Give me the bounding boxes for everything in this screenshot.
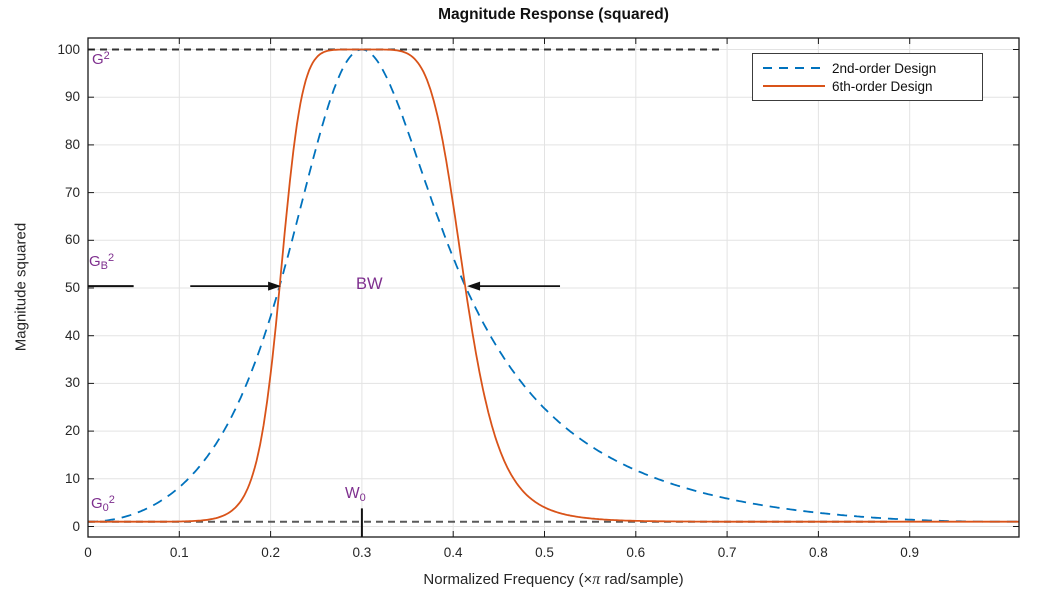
annotation-peak-gain-label: G2 <box>92 50 110 68</box>
x-tick-label: 0.6 <box>626 545 646 560</box>
x-tick-label: 0.9 <box>900 545 920 560</box>
curve-2nd-order-design <box>88 48 1019 523</box>
y-tick-label: 50 <box>64 280 80 295</box>
legend-entry-2nd-order: 2nd-order Design <box>763 59 974 77</box>
legend-line-sample-dashed <box>763 67 825 69</box>
x-tick-label: 0.4 <box>443 545 463 560</box>
y-tick-label: 80 <box>64 136 80 152</box>
legend: 2nd-order Design 6th-order Design <box>752 53 983 101</box>
curve-6th-order-design <box>88 48 1019 523</box>
y-tick-label: 70 <box>64 184 80 200</box>
x-tick-label: 0.3 <box>352 545 372 560</box>
y-tick-label: 100 <box>57 41 80 57</box>
y-axis-label: Magnitude squared <box>12 222 30 352</box>
y-tick-label: 90 <box>64 89 80 105</box>
y-tick-label: 20 <box>64 423 80 439</box>
x-axis-label-units: rad/sample) <box>600 571 684 588</box>
x-tick-label: 0.7 <box>717 545 737 560</box>
y-tick-label: 30 <box>64 375 80 391</box>
bw-left-arrow-head <box>268 281 282 291</box>
legend-label-6th-order: 6th-order Design <box>832 78 933 94</box>
annotation-bandwidth-gain-label: GB2 <box>89 252 115 272</box>
x-tick-label: 0.1 <box>169 545 189 560</box>
legend-entry-6th-order: 6th-order Design <box>763 77 974 95</box>
pi-symbol: π <box>592 571 601 588</box>
legend-label-2nd-order: 2nd-order Design <box>832 60 937 76</box>
y-tick-label: 60 <box>64 232 80 248</box>
x-tick-label: 0.5 <box>535 545 554 560</box>
x-tick-label: 0.8 <box>809 545 828 560</box>
x-tick-label: 0.2 <box>261 545 280 560</box>
x-tick-label: 0 <box>84 545 92 560</box>
annotation-reference-gain-label: G02 <box>91 494 115 514</box>
bw-right-arrow-head <box>467 281 481 291</box>
legend-line-sample-solid <box>763 85 825 87</box>
chart-title: Magnitude Response (squared) <box>438 6 669 23</box>
x-axis-label: Normalized Frequency (×π rad/sample) <box>88 571 1019 589</box>
annotation-w0-label: W0 <box>345 485 366 504</box>
annotation-bw-label: BW <box>356 275 383 293</box>
x-axis-label-text: Normalized Frequency (× <box>423 571 593 588</box>
y-tick-label: 40 <box>64 327 80 343</box>
y-tick-label: 10 <box>64 470 80 486</box>
y-tick-label: 0 <box>72 518 80 534</box>
